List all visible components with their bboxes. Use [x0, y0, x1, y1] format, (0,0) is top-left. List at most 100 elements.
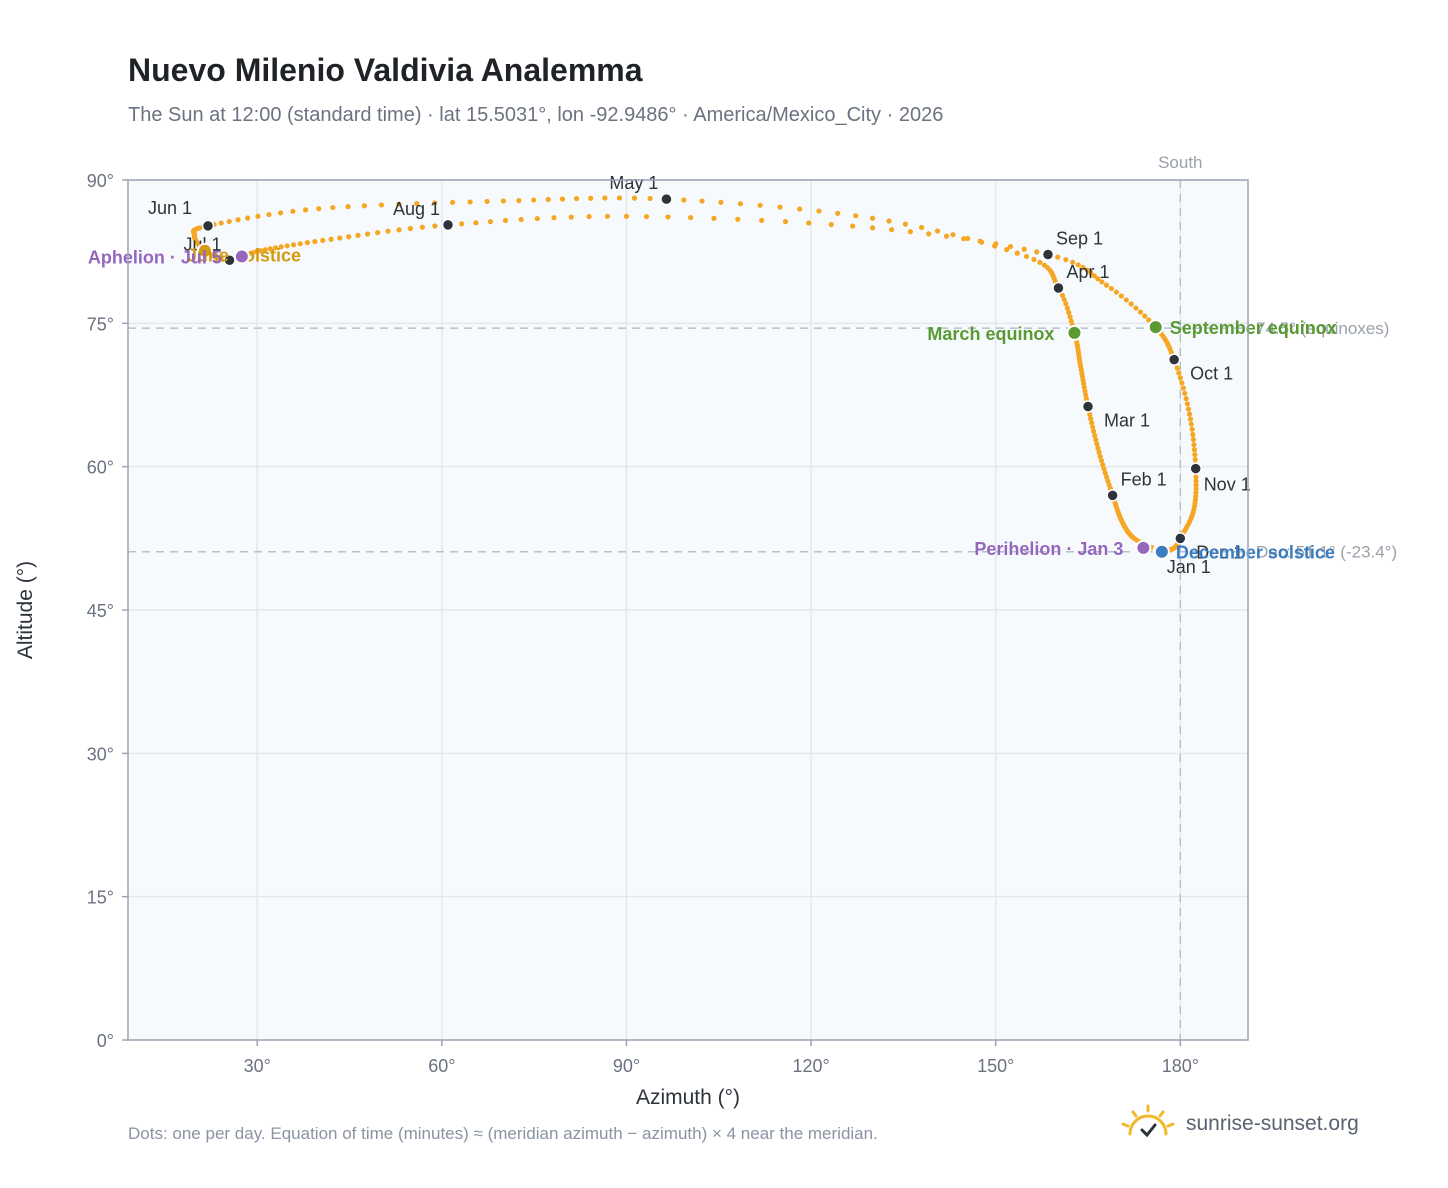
daily-dot — [1023, 253, 1030, 260]
month-marker — [201, 219, 215, 233]
month-marker — [441, 218, 455, 232]
x-tick-label: 180° — [1162, 1056, 1199, 1076]
brand[interactable]: sunrise-sunset.org — [1120, 1104, 1359, 1144]
daily-dot — [365, 231, 371, 237]
daily-dot — [320, 237, 326, 244]
daily-dot — [835, 210, 841, 216]
daily-dot — [1192, 456, 1198, 463]
daily-dot — [361, 203, 367, 209]
daily-dot — [993, 241, 999, 247]
daily-dot — [568, 214, 574, 220]
daily-dot — [1177, 375, 1183, 381]
daily-dot — [1123, 297, 1129, 303]
daily-dot — [1179, 380, 1185, 386]
month-marker — [1081, 400, 1095, 413]
daily-dot — [965, 235, 971, 242]
month-marker — [1106, 489, 1119, 502]
daily-dot — [1174, 365, 1180, 371]
daily-dot — [1186, 411, 1193, 417]
daily-dot — [735, 216, 741, 222]
daily-dot — [886, 218, 892, 224]
event-label: September equinox — [1170, 318, 1337, 338]
daily-dot — [1193, 478, 1199, 484]
daily-dot — [1101, 466, 1107, 472]
daily-dot — [934, 228, 941, 234]
daily-dot — [1087, 411, 1093, 418]
daily-dot — [467, 199, 473, 205]
daily-dot — [1192, 452, 1198, 458]
daily-dot — [1108, 285, 1114, 292]
daily-dot — [257, 248, 263, 254]
event-marker — [1147, 319, 1164, 336]
daily-dot — [1094, 441, 1100, 447]
daily-dot — [345, 204, 351, 210]
daily-dot — [1095, 445, 1101, 451]
daily-dot — [782, 219, 789, 225]
daily-dot — [1183, 396, 1189, 402]
daily-dot — [961, 236, 967, 242]
month-marker — [1167, 353, 1181, 366]
daily-dot — [551, 215, 557, 221]
daily-dot — [484, 198, 490, 205]
daily-dot — [1070, 259, 1076, 265]
daily-dot — [889, 227, 895, 233]
daily-dot — [1103, 282, 1110, 288]
daily-dot — [1063, 301, 1069, 307]
daily-dot — [1041, 262, 1048, 268]
daily-dot — [337, 235, 343, 241]
daily-dot — [531, 197, 537, 203]
daily-dot — [1176, 370, 1182, 376]
reference-line-label: 74.5° (equinoxes) — [1256, 319, 1389, 338]
daily-dot — [1102, 470, 1108, 476]
daily-dot — [1031, 256, 1037, 263]
daily-dot — [1096, 449, 1102, 455]
daily-dot — [1004, 247, 1010, 253]
daily-dot — [290, 242, 297, 248]
daily-dot — [419, 224, 425, 230]
daily-dot — [1034, 249, 1040, 255]
daily-dot — [1133, 305, 1139, 311]
daily-dot — [1184, 401, 1190, 407]
daily-dot — [304, 240, 310, 246]
daily-dot — [699, 198, 705, 204]
event-marker — [1153, 543, 1170, 560]
daily-dot — [330, 204, 336, 211]
daily-dot — [396, 201, 402, 207]
daily-dot — [1191, 447, 1198, 453]
south-label: South — [1158, 153, 1202, 172]
daily-dot — [346, 234, 352, 240]
month-label: Feb 1 — [1121, 469, 1167, 489]
daily-dot — [278, 244, 284, 250]
daily-dot — [1104, 474, 1110, 480]
daily-dot — [870, 225, 876, 231]
daily-dot — [1084, 267, 1090, 273]
daily-dot — [255, 213, 261, 219]
daily-dot — [1090, 424, 1096, 430]
daily-dot — [1007, 243, 1014, 250]
daily-dot — [588, 195, 594, 201]
footnote: Dots: one per day. Equation of time (min… — [128, 1124, 878, 1143]
daily-dot — [1055, 254, 1061, 260]
y-tick-label: 45° — [87, 601, 114, 621]
month-label: Oct 1 — [1190, 364, 1233, 384]
month-label: Nov 1 — [1204, 475, 1251, 495]
daily-dot — [432, 223, 438, 229]
x-tick-label: 30° — [244, 1056, 271, 1076]
daily-dot — [534, 215, 540, 222]
daily-dot — [757, 202, 763, 208]
daily-dot — [1021, 246, 1027, 252]
daily-dot — [218, 220, 224, 226]
daily-dot — [1137, 309, 1144, 315]
daily-dot — [226, 218, 232, 225]
x-tick-label: 150° — [977, 1056, 1014, 1076]
daily-dot — [1088, 416, 1094, 422]
daily-dot — [907, 229, 913, 235]
month-marker — [1189, 462, 1202, 475]
daily-dot — [1113, 289, 1119, 295]
daily-dot — [297, 241, 303, 247]
daily-dot — [1014, 250, 1020, 256]
daily-dot — [459, 221, 465, 227]
daily-dot — [253, 249, 259, 255]
reference-line-label: Dec: 51.1° (-23.4°) — [1256, 543, 1397, 562]
daily-dot — [1190, 431, 1196, 438]
